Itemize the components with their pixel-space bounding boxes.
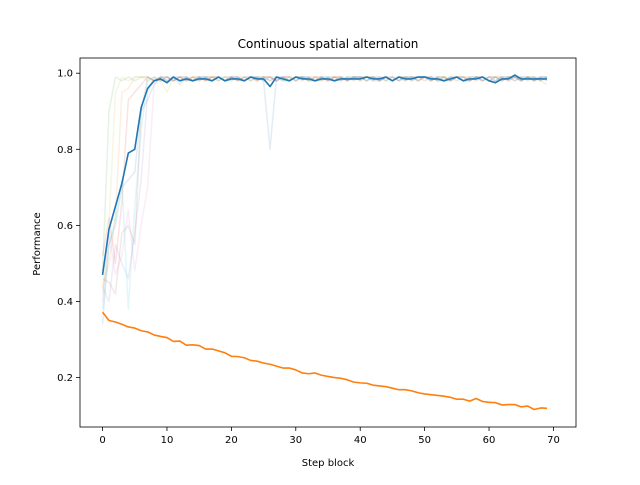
x-tick-label-20: 20	[225, 435, 238, 446]
x-tick-label-40: 40	[354, 435, 367, 446]
x-tick-label-60: 60	[483, 435, 496, 446]
x-tick-label-10: 10	[161, 435, 174, 446]
x-tick-label-0: 0	[99, 435, 105, 446]
x-tick-label-70: 70	[547, 435, 560, 446]
y-tick-label-3: 0.8	[57, 145, 73, 156]
x-axis-label: Step block	[302, 458, 355, 469]
axes-frame	[79, 57, 577, 428]
x-tick-label-50: 50	[418, 435, 431, 446]
y-tick-label-1: 0.4	[57, 297, 73, 308]
y-tick-label-0: 0.2	[57, 373, 73, 384]
chart-title: Continuous spatial alternation	[238, 37, 419, 51]
plot-area: 0 10 20 30 40 50 60 70 0.2 0.4 0.6 0.8 1.0	[57, 57, 577, 446]
y-axis-label: Performance	[32, 212, 43, 275]
series-line-0	[101, 74, 548, 275]
series-line-1	[101, 311, 548, 411]
y-tick-label-4: 1.0	[57, 69, 73, 80]
y-tick-label-2: 0.6	[57, 221, 73, 232]
x-tick-label-30: 30	[289, 435, 302, 446]
